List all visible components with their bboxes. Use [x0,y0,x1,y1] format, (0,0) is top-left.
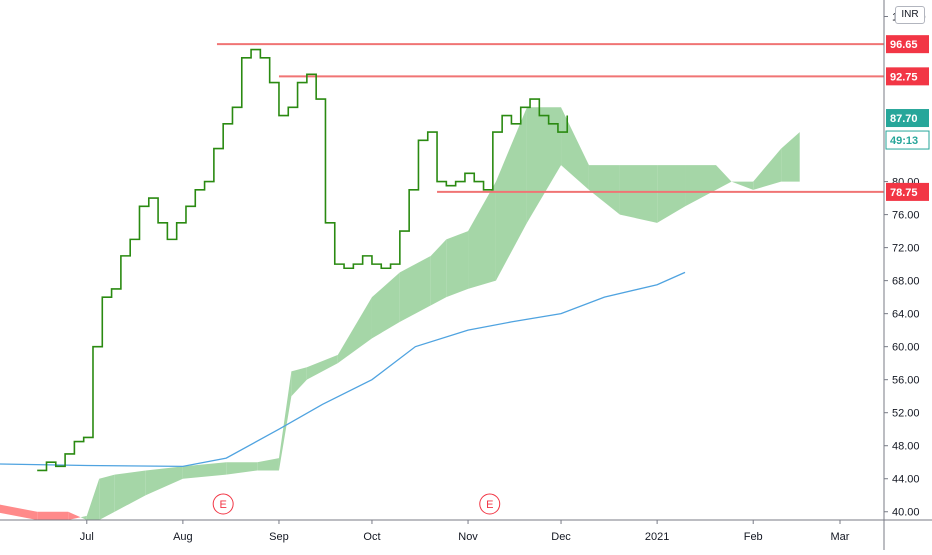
last-price-badge: 87.70 [890,113,918,125]
y-tick-label: 72.00 [892,243,920,255]
cloud-segment [372,272,400,338]
cloud-segment [732,182,754,190]
y-tick-label: 76.00 [892,210,920,222]
cloud-segment [81,516,87,520]
cloud-segment [496,107,527,280]
x-tick-label: 2021 [645,531,669,543]
cloud-segment [291,367,306,396]
x-tick-label: Aug [173,531,193,543]
x-tick-label: Oct [363,531,380,543]
cloud-segment [68,512,80,520]
cloud-segment [99,475,114,520]
cloud-segment [307,355,338,380]
cloud-segment [338,297,372,363]
level-badge: 92.75 [890,71,918,83]
countdown-badge: 49:13 [890,135,918,147]
y-tick-label: 40.00 [892,507,920,519]
y-tick-label: 48.00 [892,441,920,453]
cloud-segment [87,479,99,520]
x-tick-label: Nov [458,531,478,543]
x-tick-label: Jul [80,531,94,543]
currency-badge[interactable]: INR [895,6,925,24]
cloud-segment [657,165,685,223]
y-tick-label: 44.00 [892,474,920,486]
cloud-segment [37,512,68,520]
cloud-segment [468,182,496,289]
x-tick-label: Sep [269,531,289,543]
y-tick-label: 64.00 [892,309,920,321]
y-tick-label: 56.00 [892,375,920,387]
cloud-segment [620,165,657,223]
x-tick-label: Mar [831,531,850,543]
level-badge: 78.75 [890,187,918,199]
cloud-segment [446,231,468,297]
cloud-segment [257,458,279,470]
cloud-segment [561,107,589,190]
cloud-segment [716,165,731,190]
cloud-segment [146,466,183,495]
x-tick-label: Dec [551,531,571,543]
cloud-segment [753,149,781,190]
cloud-segment [781,132,800,182]
y-tick-label: 52.00 [892,408,920,420]
y-tick-label: 60.00 [892,342,920,354]
cloud-segment [0,503,37,520]
x-tick-label: Feb [744,531,763,543]
earnings-label: E [486,499,493,511]
cloud-segment [115,470,146,511]
cloud-segment [589,165,620,215]
cloud-segment [279,371,291,470]
earnings-label: E [220,499,227,511]
y-tick-label: 68.00 [892,276,920,288]
cloud-segment [527,107,561,223]
cloud-segment [400,256,431,322]
cloud-segment [226,462,257,474]
cloud-segment [685,165,716,206]
level-badge: 96.65 [890,39,918,51]
cloud-segment [431,239,446,305]
